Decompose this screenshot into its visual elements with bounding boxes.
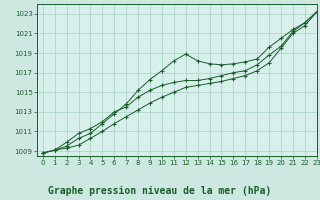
Text: Graphe pression niveau de la mer (hPa): Graphe pression niveau de la mer (hPa) <box>48 186 272 196</box>
